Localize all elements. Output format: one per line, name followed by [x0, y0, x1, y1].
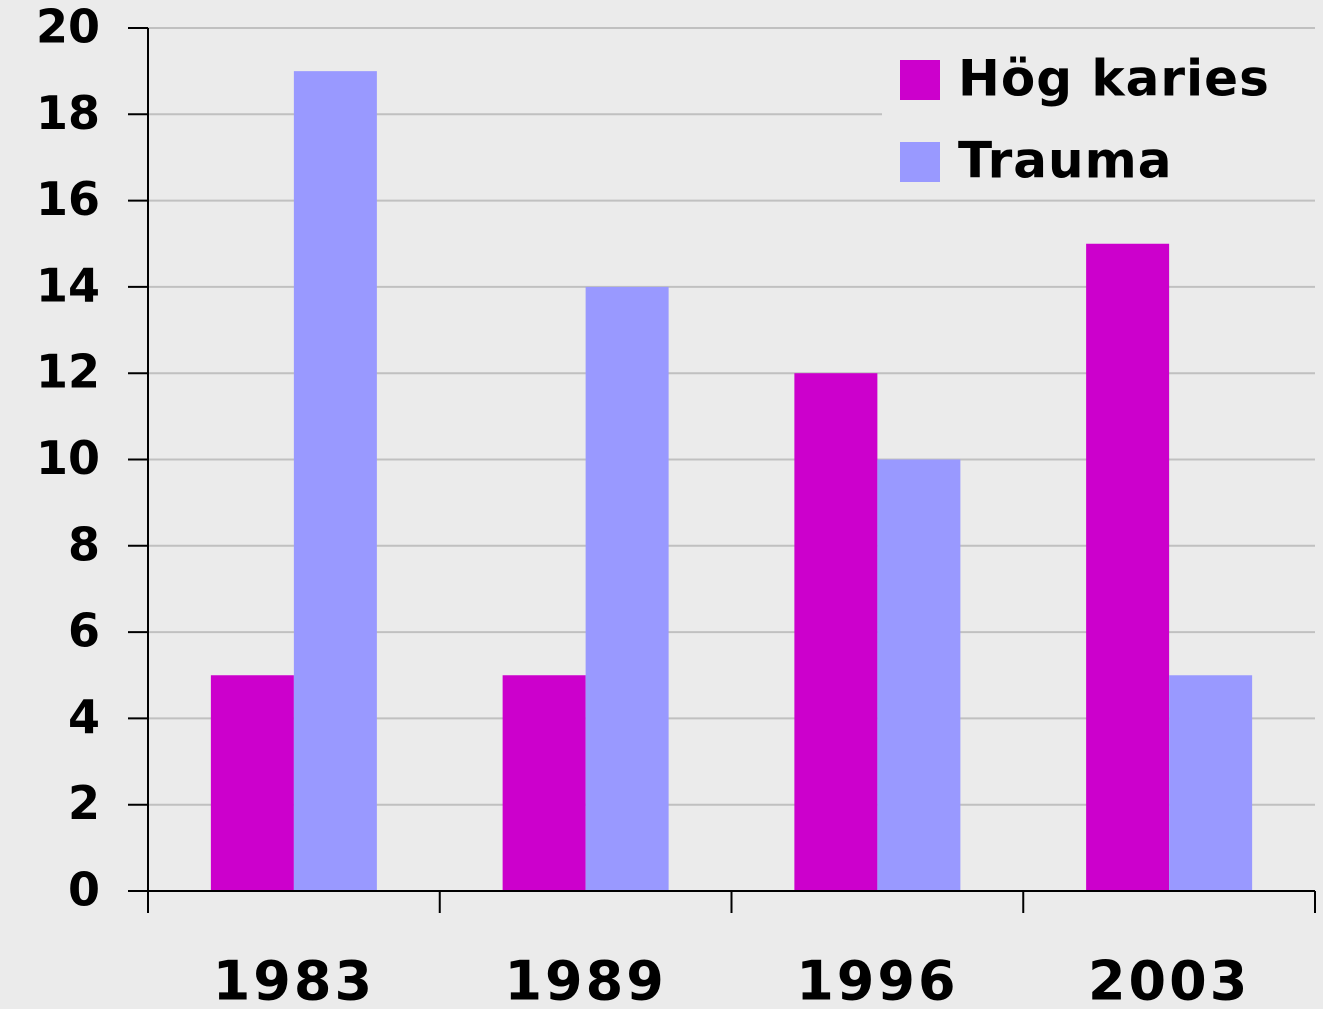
y-tick-label: 18 [36, 86, 100, 140]
bar [210, 675, 294, 891]
x-tick-label: 1996 [796, 950, 958, 1009]
x-tick-label: 1989 [504, 950, 666, 1009]
x-tick-label: 1983 [213, 950, 375, 1009]
legend-label: Hög karies [958, 50, 1270, 108]
bar [1169, 675, 1253, 891]
y-tick-label: 4 [68, 690, 100, 744]
bar [293, 71, 377, 891]
y-tick-label: 16 [36, 172, 100, 226]
y-tick-label: 2 [68, 776, 100, 830]
bar [585, 286, 669, 891]
x-tick-label: 2003 [1088, 950, 1250, 1009]
legend-swatch [900, 142, 940, 182]
y-tick-label: 6 [68, 604, 100, 658]
y-tick-label: 20 [36, 0, 100, 54]
legend-label: Trauma [958, 132, 1172, 190]
bar [794, 373, 878, 891]
y-tick-label: 0 [68, 863, 100, 917]
y-tick-label: 8 [68, 517, 100, 571]
legend-box [882, 45, 1323, 195]
bar [877, 459, 961, 891]
y-tick-label: 14 [36, 258, 100, 312]
legend-swatch [900, 60, 940, 100]
y-tick-label: 12 [36, 345, 100, 399]
bar [502, 675, 586, 891]
bar [1086, 243, 1170, 891]
y-tick-label: 10 [36, 431, 100, 485]
